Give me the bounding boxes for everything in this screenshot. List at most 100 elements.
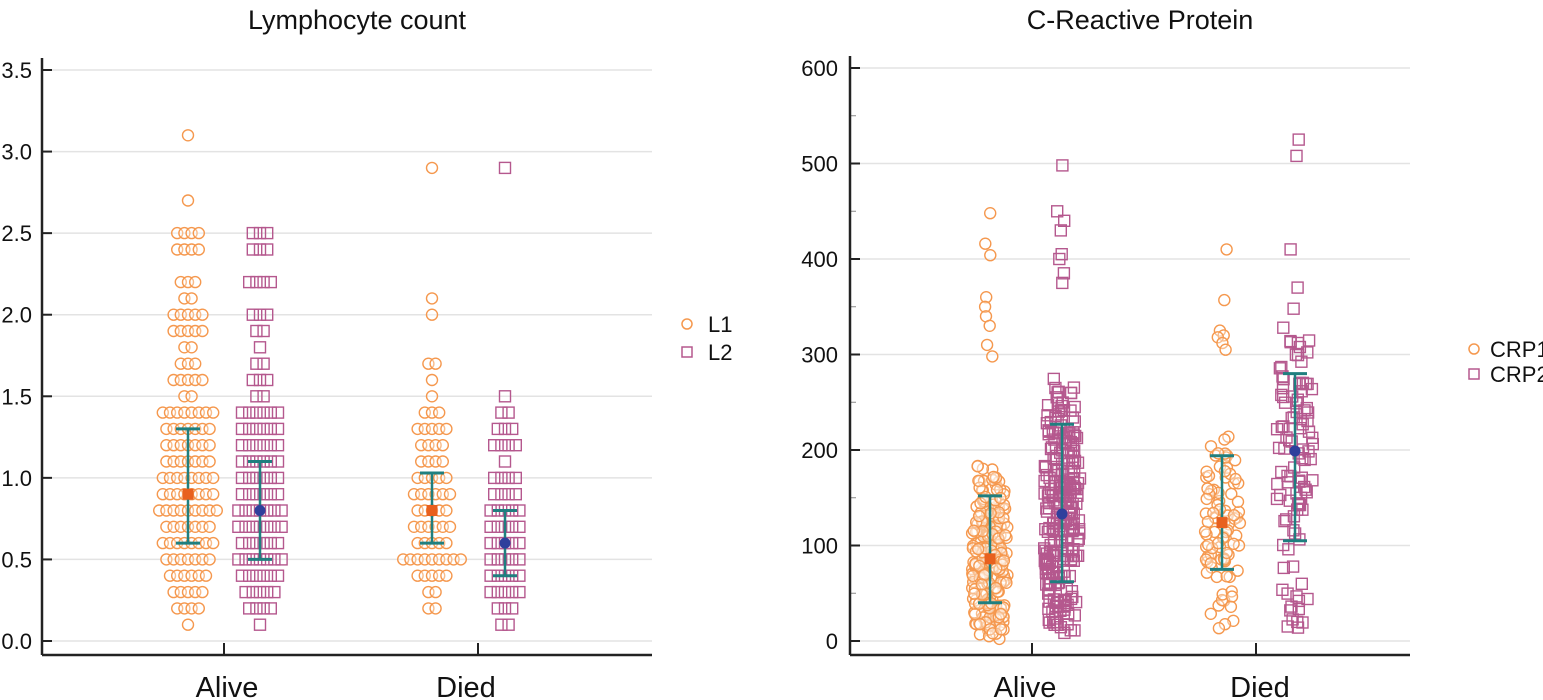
- data-point-square: [1287, 302, 1300, 315]
- data-point-square: [498, 390, 512, 403]
- data-point-square: [1290, 503, 1304, 516]
- data-point-square: [1301, 414, 1314, 428]
- data-point-circle: [975, 578, 988, 591]
- data-point-square: [1299, 377, 1313, 391]
- data-point-circle: [440, 504, 453, 517]
- data-point-circle: [983, 319, 996, 332]
- data-point-square: [235, 536, 249, 550]
- y-tick-label: 2.5: [1, 221, 32, 246]
- data-point-square: [232, 504, 245, 517]
- data-point-square: [1068, 400, 1081, 414]
- data-point-square: [275, 553, 288, 566]
- data-point-square: [1047, 463, 1061, 477]
- data-point-square: [1270, 423, 1284, 436]
- data-point-square: [261, 226, 274, 240]
- data-point-square: [235, 488, 249, 501]
- data-point-square: [264, 439, 277, 452]
- data-point-square: [264, 422, 277, 436]
- legend-label-crp1: CRP1: [1490, 337, 1543, 362]
- data-point-circle: [196, 585, 209, 599]
- data-point-square: [271, 536, 285, 550]
- data-point-square: [1043, 521, 1056, 535]
- data-point-circle: [206, 536, 220, 550]
- data-point-circle: [1216, 588, 1229, 601]
- data-point-square: [498, 455, 512, 468]
- data-point-square: [1041, 409, 1054, 422]
- data-point-square: [484, 553, 497, 566]
- data-point-square: [502, 488, 515, 501]
- data-point-square: [1291, 348, 1305, 362]
- data-point-circle: [980, 338, 994, 352]
- data-point-circle: [425, 373, 439, 387]
- chart-title: C-Reactive Protein: [1027, 5, 1254, 35]
- data-point-square: [484, 520, 497, 533]
- data-point-circle: [973, 618, 987, 631]
- data-point-square: [1277, 321, 1290, 334]
- data-point-circle: [1225, 590, 1239, 603]
- data-point-square: [1291, 281, 1304, 294]
- data-point-circle: [1231, 495, 1245, 508]
- data-point-square: [250, 569, 263, 582]
- data-point-square: [1275, 465, 1288, 479]
- data-point-square: [261, 373, 274, 387]
- data-point-square: [495, 471, 508, 485]
- data-point-square: [271, 455, 285, 468]
- data-point-square: [1064, 553, 1078, 566]
- data-point-square: [250, 471, 263, 485]
- data-point-square: [491, 422, 504, 436]
- data-point-square: [1047, 546, 1060, 560]
- data-point-square: [1284, 604, 1297, 617]
- error-bars: [176, 427, 517, 578]
- data-point-square: [1051, 618, 1064, 631]
- data-point-circle: [425, 292, 439, 305]
- data-point-square: [271, 439, 285, 452]
- data-point-square: [509, 439, 522, 452]
- data-point-square: [1285, 390, 1299, 403]
- data-point-circle: [188, 275, 202, 289]
- data-point-square: [502, 618, 515, 631]
- data-point-circle: [192, 602, 206, 615]
- data-point-circle: [185, 390, 198, 403]
- data-point-square: [1053, 252, 1066, 266]
- data-point-square: [488, 471, 501, 485]
- data-point-square: [1049, 381, 1062, 395]
- data-point-square: [239, 520, 252, 533]
- data-point-square: [232, 520, 245, 533]
- data-point-square: [253, 226, 267, 240]
- x-tick-label-alive: Alive: [994, 672, 1057, 700]
- y-tick-label: 500: [801, 152, 838, 177]
- data-point-circle: [185, 341, 198, 354]
- data-point-square: [488, 488, 501, 501]
- data-point-square: [491, 602, 504, 615]
- data-point-square: [1047, 524, 1061, 538]
- data-point-square: [1066, 497, 1079, 510]
- data-point-square: [1058, 626, 1071, 640]
- data-point-square: [1047, 534, 1061, 548]
- data-point-square: [250, 324, 263, 338]
- legend-label-l2: L2: [708, 340, 732, 365]
- data-point-square: [1295, 577, 1309, 590]
- data-point-circle: [980, 291, 993, 304]
- data-point-circle: [1224, 600, 1238, 613]
- y-tick-label: 0.0: [1, 629, 32, 654]
- mean-marker-square: [182, 488, 194, 500]
- data-point-circle: [966, 569, 980, 582]
- data-point-square: [257, 471, 270, 485]
- data-point-circle: [1204, 607, 1218, 620]
- data-point-square: [271, 488, 285, 501]
- data-point-circle: [440, 422, 453, 436]
- data-point-circle: [1201, 482, 1214, 495]
- legend-marker-l1: [681, 318, 693, 330]
- legend-marker-crp2: [1468, 368, 1480, 380]
- data-point-square: [484, 585, 497, 599]
- data-point-square: [491, 553, 504, 566]
- data-point-square: [495, 618, 508, 631]
- data-point-circle: [1225, 487, 1238, 501]
- y-tick-label: 300: [801, 343, 838, 368]
- legend-label-l1: L1: [708, 312, 732, 337]
- data-point-square: [1278, 442, 1291, 455]
- legend: L1 L2: [681, 312, 732, 365]
- data-point-square: [1068, 415, 1082, 428]
- data-point-square: [261, 243, 274, 256]
